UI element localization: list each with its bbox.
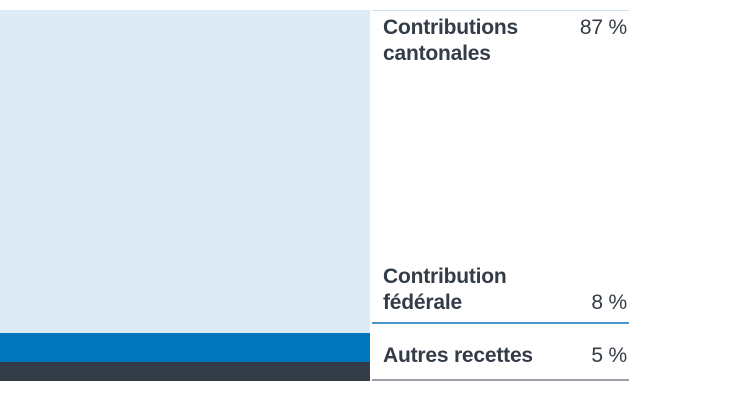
legend-item-contribution-federale: Contribution fédérale 8 % (372, 264, 629, 322)
legend-value-autres-recettes: 5 % (591, 343, 627, 367)
legend-value-contributions-cantonales: 87 % (579, 16, 627, 39)
legend-label-line: Contributions (383, 16, 519, 39)
bar-segment-contributions-cantonales (0, 10, 370, 333)
legend-item-contributions-cantonales: Contributions cantonales 87 % (372, 11, 629, 67)
legend-row-1: Contributions cantonales 87 % Contributi… (372, 11, 629, 325)
legend-value-contribution-federale: 8 % (591, 291, 627, 315)
legend-label-line: Contribution (383, 265, 507, 289)
stacked-bar (0, 10, 370, 381)
legend-item-autres-recettes: Autres recettes 5 % (372, 343, 629, 369)
legend-label-line: cantonales (383, 42, 491, 65)
legend-label-line: Autres recettes (383, 343, 533, 367)
legend-label-line: fédérale (383, 291, 462, 315)
legend-label-autres-recettes: Autres recettes (383, 343, 533, 369)
bar-segment-contribution-federale (0, 332, 370, 363)
legend-column: Contributions cantonales 87 % Contributi… (372, 10, 629, 381)
legend-label-contribution-federale: Contribution fédérale (383, 264, 507, 316)
legend-label-contributions-cantonales: Contributions cantonales (383, 15, 518, 67)
bar-segment-autres-recettes (0, 362, 370, 381)
legend-row-2: Autres recettes 5 % (372, 324, 629, 381)
